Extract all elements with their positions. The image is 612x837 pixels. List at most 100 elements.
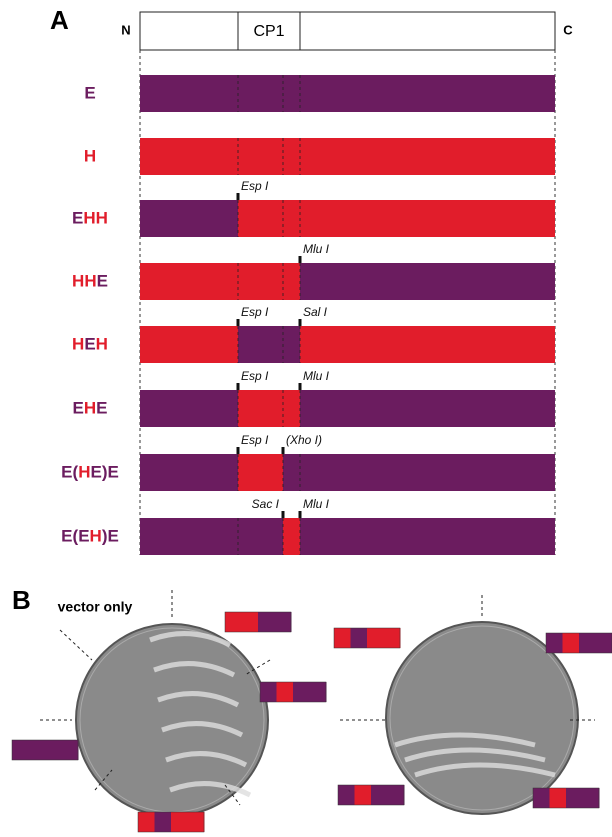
constructs: E H EHH Esp I HHE Mlu I HEH Esp I Sal I EHE Esp I M… bbox=[61, 75, 555, 555]
segment bbox=[140, 518, 283, 555]
site-label: Sal I bbox=[303, 305, 328, 319]
site-label: Mlu I bbox=[303, 497, 330, 511]
construct-label: E(HE)E bbox=[61, 463, 119, 482]
mini-segment bbox=[562, 633, 580, 653]
mini-outline bbox=[137, 811, 205, 833]
segment bbox=[140, 75, 555, 112]
streak bbox=[165, 751, 248, 768]
mini-segment bbox=[138, 812, 155, 832]
mini-segment bbox=[354, 785, 372, 805]
construct-label: EHE bbox=[73, 399, 108, 418]
site-label: Esp I bbox=[241, 305, 269, 319]
segment bbox=[140, 138, 555, 175]
streak bbox=[394, 732, 536, 748]
mini-segment bbox=[274, 612, 292, 632]
mini-segment bbox=[334, 628, 351, 648]
mini-segment bbox=[350, 628, 368, 648]
segment bbox=[300, 390, 555, 427]
segment bbox=[140, 390, 238, 427]
site-label: Mlu I bbox=[303, 369, 330, 383]
mini-segment bbox=[546, 633, 563, 653]
segment bbox=[283, 518, 300, 555]
segment bbox=[238, 390, 300, 427]
mini-segment bbox=[293, 682, 310, 702]
site-label: Sac I bbox=[252, 497, 280, 511]
segment bbox=[238, 454, 283, 491]
panel-label: B bbox=[12, 585, 31, 615]
plate bbox=[385, 621, 579, 815]
mini-segment bbox=[45, 740, 62, 760]
mini-outline bbox=[545, 632, 612, 654]
mini-segment bbox=[582, 788, 600, 808]
construct-label: EHH bbox=[72, 209, 108, 228]
site-label: Esp I bbox=[241, 369, 269, 383]
site-marker bbox=[298, 319, 302, 326]
panel-label: A bbox=[50, 5, 69, 35]
mini-segment bbox=[61, 740, 79, 760]
mini-segment bbox=[171, 812, 188, 832]
site-marker bbox=[298, 383, 302, 390]
segment bbox=[283, 454, 555, 491]
plate-rim bbox=[389, 625, 575, 811]
domain-label: CP1 bbox=[253, 23, 284, 40]
mini-segment bbox=[260, 682, 277, 702]
streak bbox=[404, 747, 546, 763]
site-marker bbox=[236, 383, 240, 390]
mini-segment bbox=[187, 812, 205, 832]
site-marker bbox=[298, 511, 302, 518]
mini-segment bbox=[154, 812, 172, 832]
segment bbox=[140, 200, 238, 237]
site-label: Mlu I bbox=[303, 242, 330, 256]
segment bbox=[140, 263, 300, 300]
streak bbox=[414, 762, 556, 778]
site-marker bbox=[281, 511, 285, 518]
segment bbox=[140, 454, 238, 491]
mini-segment bbox=[225, 612, 242, 632]
plates bbox=[11, 590, 612, 833]
segment bbox=[300, 326, 555, 363]
mini-segment bbox=[28, 740, 46, 760]
site-label: (Xho I) bbox=[286, 433, 322, 447]
mini-segment bbox=[533, 788, 550, 808]
mini-segment bbox=[276, 682, 294, 702]
site-marker bbox=[236, 193, 240, 200]
site-marker bbox=[236, 319, 240, 326]
streak bbox=[153, 661, 236, 678]
mini-outline bbox=[11, 739, 79, 761]
mini-segment bbox=[387, 785, 405, 805]
site-marker bbox=[236, 447, 240, 454]
construct-label: E(EH)E bbox=[61, 527, 119, 546]
mini-segment bbox=[383, 628, 401, 648]
mini-segment bbox=[566, 788, 583, 808]
sector-line bbox=[94, 769, 113, 791]
sector-line bbox=[224, 784, 241, 806]
mini-segment bbox=[309, 682, 327, 702]
segment bbox=[140, 326, 238, 363]
sector-line bbox=[244, 659, 271, 676]
mini-segment bbox=[579, 633, 596, 653]
mini-segment bbox=[338, 785, 355, 805]
construct-label: H bbox=[84, 147, 96, 166]
mini-segment bbox=[595, 633, 612, 653]
mini-segment bbox=[12, 740, 29, 760]
mini-outline bbox=[259, 681, 327, 703]
streak bbox=[157, 691, 240, 708]
segment bbox=[300, 263, 555, 300]
site-label: Esp I bbox=[241, 179, 269, 193]
segment bbox=[300, 518, 555, 555]
mini-segment bbox=[258, 612, 275, 632]
protein-box bbox=[139, 11, 556, 51]
segment bbox=[238, 326, 300, 363]
streak bbox=[161, 721, 244, 738]
streak bbox=[169, 781, 252, 798]
mini-segment bbox=[241, 612, 259, 632]
construct-label: E bbox=[84, 84, 95, 103]
mini-segment bbox=[367, 628, 384, 648]
c-terminus: C bbox=[563, 22, 573, 37]
mini-outline bbox=[532, 787, 600, 809]
construct-label: HHE bbox=[72, 272, 108, 291]
construct-label: HEH bbox=[72, 335, 108, 354]
n-terminus: N bbox=[121, 22, 130, 37]
site-marker bbox=[281, 447, 285, 454]
